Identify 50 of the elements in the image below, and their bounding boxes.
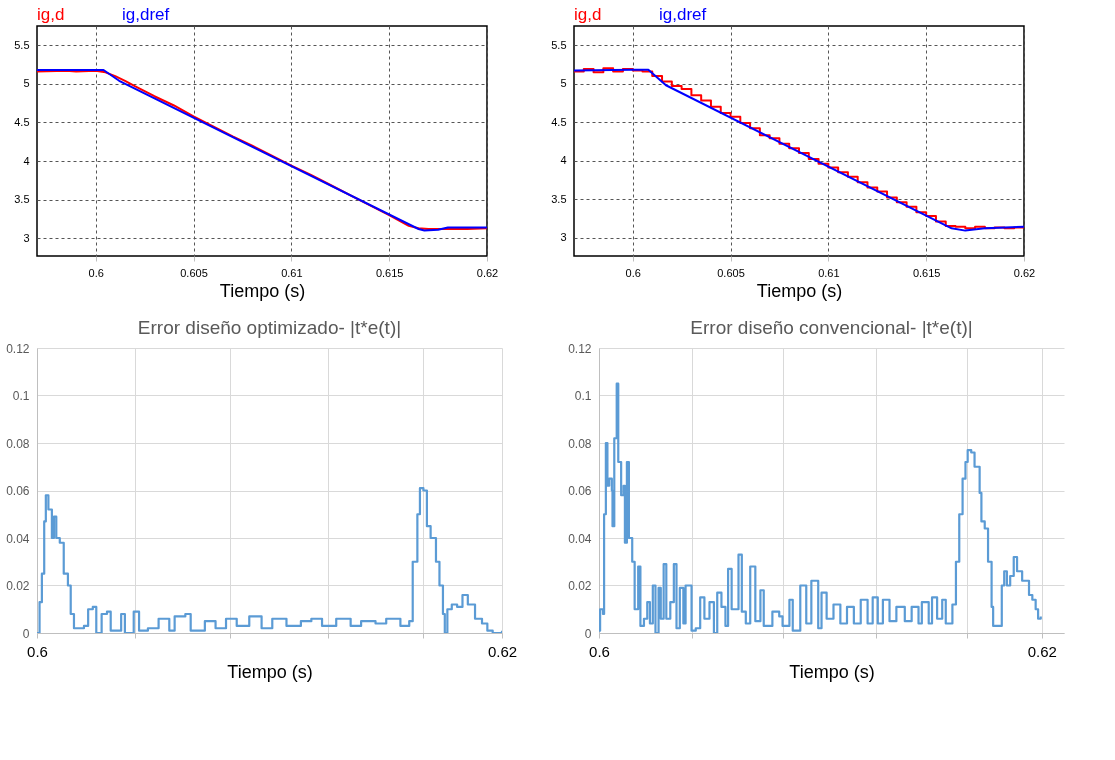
x-axis-title: Tiempo (s) [756, 280, 843, 301]
x-axis-title: Tiempo (s) [219, 280, 306, 301]
x-tick-label: 0.62 [1027, 642, 1057, 660]
y-tick-label: 0.02 [6, 579, 30, 593]
x-tick-label: 0.605 [717, 266, 745, 279]
y-tick-label: 0.06 [568, 484, 592, 498]
x-tick-label: 0.6 [27, 642, 48, 660]
y-tick-label: 0.1 [12, 389, 30, 403]
y-tick-label: 5.5 [551, 38, 567, 51]
x-tick-label: 0.62 [476, 266, 499, 279]
x-tick-label: 0.6 [625, 266, 641, 279]
y-tick-label: 4 [560, 154, 567, 167]
x-axis-title: Tiempo (s) [227, 661, 313, 682]
x-tick-label: 0.605 [180, 266, 208, 279]
y-tick-label: 4.5 [14, 115, 30, 128]
y-tick-label: 5 [560, 77, 567, 90]
y-tick-label: 0.02 [568, 579, 592, 593]
y-tick-label: 3.5 [551, 192, 567, 205]
y-tick-label: 0.04 [6, 531, 30, 546]
y-tick-label: 0 [584, 626, 592, 641]
x-tick-label: 0.61 [818, 266, 840, 279]
y-tick-label: 5 [23, 77, 30, 90]
text: ig,dref [122, 5, 170, 24]
chart-title: Error diseño convencional- |t*e(t)| [690, 317, 973, 338]
x-tick-label: 0.615 [912, 266, 941, 279]
y-tick-label: 3.5 [14, 193, 30, 206]
y-tick-label: 0 [22, 626, 30, 641]
x-axis-title: Tiempo (s) [789, 661, 875, 682]
y-tick-label: 4.5 [551, 115, 567, 128]
y-tick-label: 0.04 [568, 531, 592, 546]
y-tick-label: 3 [560, 231, 567, 244]
x-tick-label: 0.6 [88, 266, 104, 279]
y-tick-label: 0.1 [574, 389, 592, 403]
y-tick-label: 0.08 [6, 436, 30, 451]
y-tick-label: 0.12 [568, 341, 592, 356]
x-tick-label: 0.6 [589, 642, 610, 660]
y-tick-label: 0.06 [6, 484, 30, 498]
x-tick-label: 0.615 [375, 266, 404, 279]
y-tick-label: 0.12 [6, 341, 30, 356]
x-tick-label: 0.62 [487, 642, 518, 660]
x-tick-label: 0.62 [1013, 266, 1036, 279]
y-tick-label: 3 [23, 231, 30, 244]
x-tick-label: 0.61 [281, 266, 303, 279]
text: ig,d [37, 5, 65, 24]
chart-title: Error diseño optimizado- |t*e(t)| [137, 317, 402, 338]
y-tick-label: 0.08 [568, 436, 592, 451]
text: ig,d [574, 5, 602, 24]
text: ig,dref [659, 5, 707, 24]
y-tick-label: 4 [23, 154, 30, 167]
y-tick-label: 5.5 [14, 38, 30, 51]
